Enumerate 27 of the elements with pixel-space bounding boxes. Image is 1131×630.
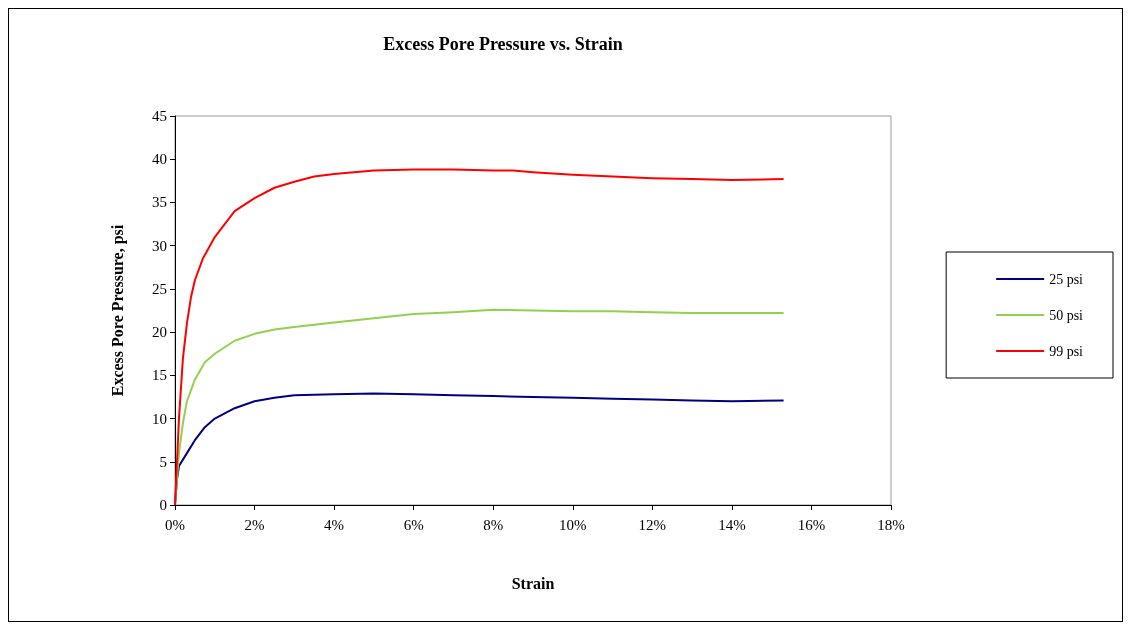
y-tick-label: 10	[152, 410, 167, 427]
y-tick-label: 20	[152, 324, 167, 341]
line-series	[174, 168, 785, 506]
legend-label: 99 psi	[1049, 343, 1084, 359]
x-tick-label: 0%	[165, 516, 185, 533]
x-tick-label: 14%	[718, 516, 746, 533]
x-axis-title: Strain	[511, 574, 555, 592]
x-tick-label: 12%	[638, 516, 667, 533]
x-tick-label: 16%	[797, 516, 826, 533]
legend-label: 50 psi	[1049, 307, 1084, 323]
x-tick-label: 4%	[324, 516, 345, 533]
y-tick-label: 40	[152, 151, 167, 168]
y-tick-label: 15	[152, 367, 167, 384]
y-tick-label: 35	[152, 194, 167, 211]
y-tick-label: 25	[152, 280, 167, 297]
x-tick-label: 18%	[877, 516, 905, 533]
y-tick-label: 0	[159, 497, 167, 513]
x-tick-label: 6%	[403, 516, 424, 533]
y-tick-label: 45	[152, 108, 167, 124]
x-tick-label: 2%	[244, 516, 265, 533]
chart-title: Excess Pore Pressure vs. Strain	[383, 34, 623, 54]
y-tick-label: 5	[159, 453, 167, 470]
y-tick-label: 30	[152, 237, 167, 254]
legend-label: 25 psi	[1049, 271, 1084, 287]
y-axis-title: Excess Pore Pressure, psi	[108, 224, 127, 397]
x-tick-label: 8%	[483, 516, 504, 533]
x-tick-label: 10%	[559, 516, 587, 533]
